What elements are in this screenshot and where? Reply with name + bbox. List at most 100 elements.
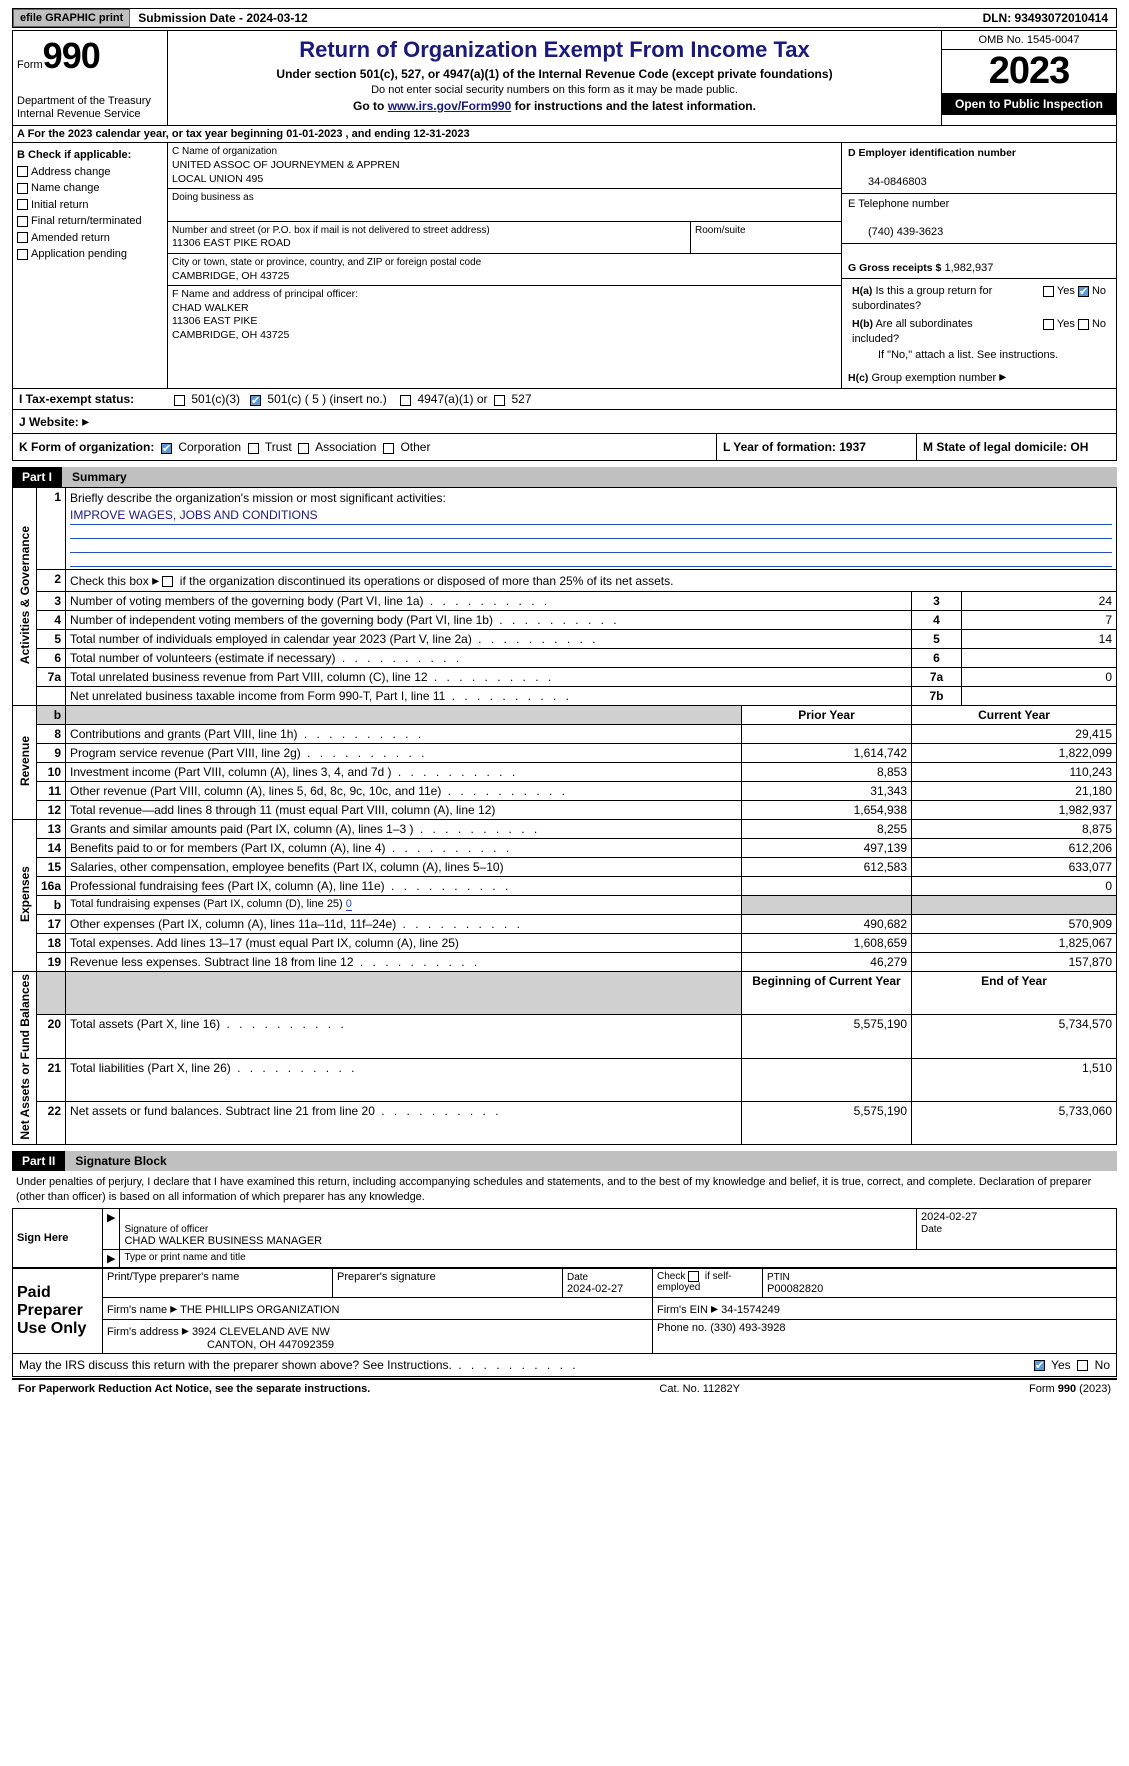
tax-year: 2023 [942,50,1116,93]
row-12: 12Total revenue—add lines 8 through 11 (… [13,800,1117,819]
self-employed-chk[interactable]: Check if self-employed [653,1269,763,1298]
hdr-end: End of Year [912,971,1117,1014]
form-number: 990 [43,35,100,76]
row-8: 8Contributions and grants (Part VIII, li… [13,724,1117,743]
ein-value: 34-0846803 [848,176,927,188]
header-title: Return of Organization Exempt From Incom… [174,35,935,65]
org-name-lbl: C Name of organization [172,146,277,157]
header-sub2: Do not enter social security numbers on … [174,83,935,97]
hdr-prior: Prior Year [742,705,912,724]
tab-netassets: Net Assets or Fund Balances [18,974,32,1140]
phone-value: (740) 439-3623 [848,226,943,238]
may-irs: May the IRS discuss this return with the… [12,1354,1117,1377]
paperwork-notice: For Paperwork Reduction Act Notice, see … [18,1383,370,1395]
ein-lbl: D Employer identification number [848,147,1016,159]
chk-final[interactable]: Final return/terminated [17,213,163,230]
column-right: D Employer identification number 34-08468… [841,143,1116,388]
row-15: 15Salaries, other compensation, employee… [13,857,1117,876]
gross-value: 1,982,937 [944,262,993,274]
form-ref: Form 990 (2023) [1029,1383,1111,1395]
row-18: 18Total expenses. Add lines 13–17 (must … [13,933,1117,952]
row-j: J Website: ▸ [12,410,1117,434]
cat-no: Cat. No. 11282Y [659,1383,740,1395]
row-17: 17Other expenses (Part IX, column (A), l… [13,914,1117,933]
ha-text: H(a) Is this a group return for subordin… [848,282,1020,315]
firm-phone: (330) 493-3928 [710,1322,785,1334]
part1-hdr: Part ISummary [12,467,1117,487]
hb-note: If "No," attach a list. See instructions… [848,348,1110,362]
firm-addr1: 3924 CLEVELAND AVE NW [192,1326,330,1338]
sign-here-lbl: Sign Here [13,1209,103,1268]
gross-lbl: G Gross receipts $ [848,262,941,274]
tab-expenses: Expenses [18,866,32,922]
row-3: 3Number of voting members of the governi… [13,591,1117,610]
omb-no: OMB No. 1545-0047 [942,31,1116,50]
officer-lbl: F Name and address of principal officer: [172,288,358,300]
firm-ein: 34-1574249 [721,1304,780,1316]
part2-hdr: Part IISignature Block [12,1151,1117,1171]
preparer-date: 2024-02-27 [567,1283,623,1295]
row-13: Expenses13Grants and similar amounts pai… [13,819,1117,838]
officer-signature: CHAD WALKER BUSINESS MANAGER [124,1235,322,1247]
org-name1: UNITED ASSOC OF JOURNEYMEN & APPREN [172,159,400,171]
efile-btn[interactable]: efile GRAPHIC print [13,9,130,27]
q1-lbl: Briefly describe the organization's miss… [70,491,446,505]
hdr-beginning: Beginning of Current Year [742,971,912,1014]
row-16a: 16aProfessional fundraising fees (Part I… [13,876,1117,895]
row-7b: Net unrelated business taxable income fr… [13,686,1117,705]
org-name2: LOCAL UNION 495 [172,173,263,185]
page-footer: For Paperwork Reduction Act Notice, see … [12,1378,1117,1398]
row-9: 9Program service revenue (Part VIII, lin… [13,743,1117,762]
row-10: 10Investment income (Part VIII, column (… [13,762,1117,781]
perjury-text: Under penalties of perjury, I declare th… [12,1171,1117,1208]
city-lbl: City or town, state or province, country… [172,257,481,268]
chk-name[interactable]: Name change [17,180,163,197]
street-address: 11306 EAST PIKE ROAD [172,237,291,249]
row-4: 4Number of independent voting members of… [13,610,1117,629]
city-state-zip: CAMBRIDGE, OH 43725 [172,270,289,282]
submission-date: Submission Date - 2024-03-12 [130,9,315,27]
phone-lbl: E Telephone number [848,198,949,210]
row-19: 19Revenue less expenses. Subtract line 1… [13,952,1117,971]
chk-amended[interactable]: Amended return [17,230,163,247]
main-block: B Check if applicable: Address change Na… [12,143,1117,389]
irs-link[interactable]: www.irs.gov/Form990 [388,99,512,113]
paid-preparer-table: Paid Preparer Use Only Print/Type prepar… [12,1268,1117,1354]
ptin: P00082820 [767,1283,823,1295]
row-20: 20Total assets (Part X, line 16)5,575,19… [13,1015,1117,1058]
open-inspection: Open to Public Inspection [942,93,1116,115]
mission-text: IMPROVE WAGES, JOBS AND CONDITIONS [70,507,1112,525]
officer-addr1: 11306 EAST PIKE [172,315,257,327]
header-go: Go to www.irs.gov/Form990 for instructio… [174,97,935,115]
chk-pending[interactable]: Application pending [17,246,163,263]
topbar: efile GRAPHIC print Submission Date - 20… [12,8,1117,28]
summary-table: Activities & Governance 1 Briefly descri… [12,487,1117,1145]
row-7a: 7aTotal unrelated business revenue from … [13,667,1117,686]
state-domicile: M State of legal domicile: OH [923,440,1088,454]
sign-here-table: Sign Here ▶ Signature of officerCHAD WAL… [12,1208,1117,1268]
check-if-applicable: B Check if applicable: [17,147,163,164]
preparer-sig-lbl: Preparer's signature [333,1269,563,1298]
officer-name: CHAD WALKER [172,302,249,314]
row-5: 5Total number of individuals employed in… [13,629,1117,648]
row-6: 6Total number of volunteers (estimate if… [13,648,1117,667]
dln: DLN: 93493072010414 [975,9,1116,27]
row-a-taxyear: A For the 2023 calendar year, or tax yea… [12,126,1117,143]
firm-name: THE PHILLIPS ORGANIZATION [180,1304,339,1316]
column-b: B Check if applicable: Address change Na… [13,143,168,388]
row-k: K Form of organization: Corporation Trus… [12,434,1117,461]
row-i: I Tax-exempt status: 501(c)(3) 501(c) ( … [12,389,1117,410]
room-lbl: Room/suite [695,225,746,236]
tab-governance: Activities & Governance [18,526,32,664]
chk-initial[interactable]: Initial return [17,197,163,214]
preparer-name-lbl: Print/Type preparer's name [103,1269,333,1298]
firm-addr2: CANTON, OH 447092359 [107,1339,334,1351]
chk-address[interactable]: Address change [17,164,163,181]
officer-addr2: CAMBRIDGE, OH 43725 [172,329,289,341]
tab-revenue: Revenue [18,736,32,786]
row-16b: bTotal fundraising expenses (Part IX, co… [13,895,1117,914]
row-11: 11Other revenue (Part VIII, column (A), … [13,781,1117,800]
q2-text: Check this box ▸ if the organization dis… [66,569,1117,591]
paid-preparer-lbl: Paid Preparer Use Only [13,1269,103,1354]
year-formation: L Year of formation: 1937 [723,440,866,454]
